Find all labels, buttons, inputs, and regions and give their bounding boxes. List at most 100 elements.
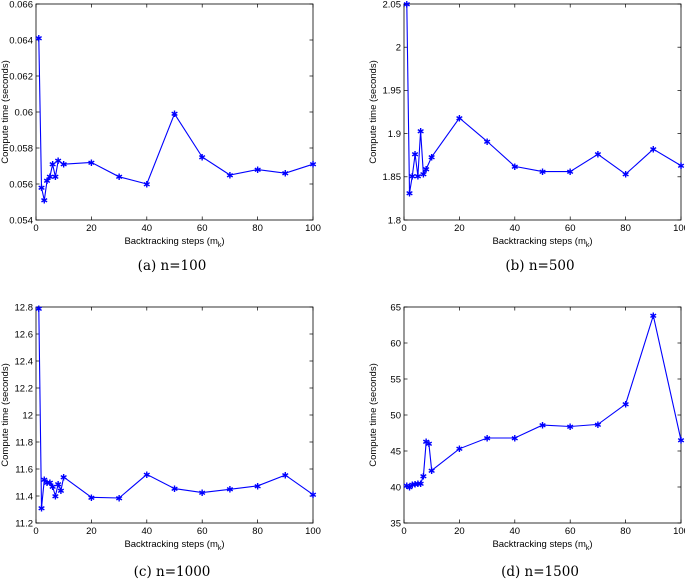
x-tick-label: 60 — [197, 223, 208, 234]
data-point-marker: ✱ — [54, 157, 62, 167]
y-tick-label: 12.6 — [15, 329, 34, 340]
data-point-marker: ✱ — [414, 172, 422, 182]
y-tick-label: 0.054 — [9, 215, 33, 226]
y-tick-label: 55 — [390, 374, 401, 385]
data-point-marker: ✱ — [198, 153, 206, 163]
data-point-marker: ✱ — [54, 480, 62, 490]
x-axis-label-subscript: k — [586, 545, 590, 552]
x-axis-label: Backtracking steps (mk) — [124, 236, 224, 249]
data-point-marker: ✱ — [650, 146, 658, 156]
data-point-marker: ✱ — [414, 480, 422, 490]
y-tick-label: 1.9 — [388, 129, 401, 140]
x-tick-label: 20 — [86, 223, 97, 234]
data-point-marker: ✱ — [456, 114, 464, 124]
data-point-marker: ✱ — [41, 476, 49, 486]
x-tick-label: 20 — [454, 223, 465, 234]
data-point-marker: ✱ — [411, 151, 419, 161]
y-tick-label: 1.8 — [388, 215, 401, 226]
y-tick-label: 0.062 — [9, 71, 33, 82]
data-point-marker: ✱ — [456, 445, 464, 455]
data-point-marker: ✱ — [566, 168, 574, 178]
data-point-marker: ✱ — [428, 467, 436, 477]
data-point-marker: ✱ — [226, 486, 234, 496]
data-point-marker: ✱ — [38, 184, 46, 194]
panel-caption: (d) n=1500 — [501, 564, 579, 580]
y-tick-label: 12.4 — [15, 356, 34, 367]
y-tick-label: 0.066 — [9, 0, 33, 10]
data-point-marker: ✱ — [420, 473, 428, 483]
panel-caption: (b) n=500 — [505, 258, 574, 274]
y-tick-label: 50 — [390, 410, 401, 421]
data-point-marker: ✱ — [60, 161, 68, 171]
data-point-marker: ✱ — [411, 481, 419, 491]
data-point-marker: ✱ — [226, 171, 234, 181]
plot-frame — [403, 306, 682, 524]
x-tick-label: 40 — [142, 526, 153, 537]
data-point-marker: ✱ — [49, 483, 57, 493]
data-point-marker: ✱ — [254, 166, 262, 176]
data-point-marker: ✱ — [677, 162, 685, 172]
data-point-marker: ✱ — [43, 177, 51, 187]
data-point-marker: ✱ — [46, 479, 54, 489]
y-tick-label: 0.064 — [9, 35, 33, 46]
x-tick-label: 20 — [454, 526, 465, 537]
y-tick-label: 40 — [390, 482, 401, 493]
x-tick-label: 80 — [620, 526, 631, 537]
x-axis-label-end: ) — [589, 539, 592, 550]
x-tick-label: 100 — [673, 223, 685, 234]
x-axis-label: Backtracking steps (mk) — [492, 236, 592, 249]
data-point-marker: ✱ — [143, 471, 151, 481]
y-axis-label: Compute time (seconds) — [368, 363, 379, 466]
data-point-marker: ✱ — [41, 197, 49, 207]
data-point-marker: ✱ — [406, 190, 414, 200]
data-point-marker: ✱ — [594, 421, 602, 431]
y-tick-label: 12.8 — [15, 302, 34, 313]
data-point-marker: ✱ — [403, 482, 411, 492]
x-tick-label: 60 — [565, 223, 576, 234]
y-axis-label: Compute time (seconds) — [368, 60, 379, 163]
chart-panel-c: 0 20 40 60 80 100 11.2 11.4 11.6 11.8 12 12.2 12.4 12… — [0, 302, 321, 580]
y-axis-label: Compute time (seconds) — [0, 60, 11, 163]
x-tick-label: 80 — [252, 526, 263, 537]
x-tick-label: 60 — [197, 526, 208, 537]
y-tick-label: 1.95 — [383, 86, 402, 97]
data-point-marker: ✱ — [309, 161, 317, 171]
y-tick-label: 0.058 — [9, 143, 33, 154]
x-tick-label: 40 — [142, 223, 153, 234]
x-axis-label-subscript: k — [218, 545, 222, 552]
x-tick-label: 80 — [252, 223, 263, 234]
y-tick-label: 11.2 — [15, 518, 33, 529]
data-point-marker: ✱ — [483, 434, 491, 444]
x-axis-label-main: Backtracking steps (m — [492, 236, 586, 247]
x-tick-label: 20 — [86, 526, 97, 537]
y-tick-label: 60 — [390, 338, 401, 349]
x-tick-label: 100 — [305, 526, 321, 537]
data-point-marker: ✱ — [60, 474, 68, 484]
data-point-marker: ✱ — [511, 434, 519, 444]
data-point-marker: ✱ — [282, 170, 290, 180]
data-point-marker: ✱ — [483, 138, 491, 148]
x-axis-label-end: ) — [589, 236, 592, 247]
data-point-marker: ✱ — [38, 505, 46, 515]
y-tick-label: 45 — [390, 446, 401, 457]
x-axis-label-subscript: k — [218, 242, 222, 249]
data-point-marker: ✱ — [115, 173, 123, 183]
data-point-marker: ✱ — [417, 480, 425, 490]
x-tick-label: 60 — [565, 526, 576, 537]
x-axis-label-end: ) — [221, 539, 224, 550]
data-point-marker: ✱ — [198, 489, 206, 499]
x-axis-label-end: ) — [221, 236, 224, 247]
data-point-marker: ✱ — [622, 171, 630, 181]
series-line — [38, 38, 314, 201]
x-tick-label: 0 — [33, 526, 38, 537]
data-point-marker: ✱ — [428, 153, 436, 163]
data-point-marker: ✱ — [409, 172, 417, 182]
data-point-marker: ✱ — [52, 173, 60, 183]
data-point-marker: ✱ — [677, 437, 685, 447]
x-tick-label: 0 — [401, 223, 406, 234]
x-tick-label: 0 — [401, 526, 406, 537]
x-tick-label: 100 — [673, 526, 685, 537]
data-point-marker: ✱ — [143, 180, 151, 190]
y-tick-label: 11.8 — [15, 437, 33, 448]
